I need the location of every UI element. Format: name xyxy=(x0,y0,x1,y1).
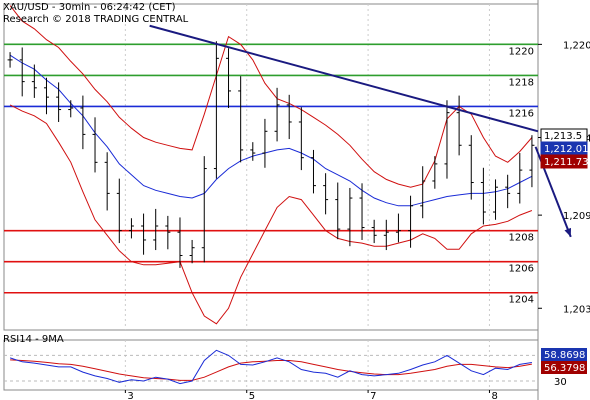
rsi-badge-bg xyxy=(541,361,587,374)
chart-title: XAU/USD - 30min - 06:24:42 (CET) xyxy=(3,2,176,13)
rsi-line xyxy=(9,349,532,385)
time-tick-label: 3 xyxy=(127,391,133,400)
resistance-trendline xyxy=(149,24,539,133)
rsi-badge-bg xyxy=(541,348,587,361)
projection-arrow-head xyxy=(564,227,572,237)
time-tick-label: 8 xyxy=(491,391,497,400)
time-tick-label: 7 xyxy=(370,391,376,400)
time-tick-label: 5 xyxy=(249,391,255,400)
copyright-notice: Research © 2018 TRADING CENTRAL xyxy=(3,14,189,25)
price-tick-label: 1,203 xyxy=(563,304,590,315)
rsi-label: RSI14 - 9MA xyxy=(3,334,64,345)
price-badge-value: 1,211.73 xyxy=(544,157,589,168)
level-label-1206: 1206 xyxy=(509,264,534,275)
price-panel-border xyxy=(3,3,539,331)
bollinger-bands xyxy=(9,5,533,325)
rsi-panel-border xyxy=(3,339,539,391)
lower-band xyxy=(9,104,533,325)
price-tick-label: 1,220 xyxy=(563,40,590,51)
upper-band xyxy=(9,5,533,188)
level-label-1208: 1208 xyxy=(509,233,534,244)
level-label-1204: 1204 xyxy=(509,295,534,306)
rsi-ma-line xyxy=(10,359,532,381)
price-badge-value: 1,213.5 xyxy=(544,131,582,142)
rsi-badge-value: 56.3798 xyxy=(544,363,585,374)
price-axis: 1,2201,2141,2091,2031,213.51,212.011,211… xyxy=(538,40,590,315)
level-label-1218: 1218 xyxy=(509,77,534,88)
price-tick-label: 1,209 xyxy=(563,211,590,222)
price-bars xyxy=(7,41,535,268)
rsi-badge-value: 58.8698 xyxy=(544,350,585,361)
level-label-1216: 1216 xyxy=(509,108,534,119)
price-badge-value: 1,212.01 xyxy=(544,144,589,155)
rsi-tick-label: 30 xyxy=(554,377,567,388)
level-label-1220: 1220 xyxy=(509,46,534,57)
price-badge-bg xyxy=(540,154,588,169)
time-axis: 3 5 7 8 xyxy=(124,390,498,400)
chart-frame xyxy=(3,0,539,400)
middle-band xyxy=(9,54,533,207)
